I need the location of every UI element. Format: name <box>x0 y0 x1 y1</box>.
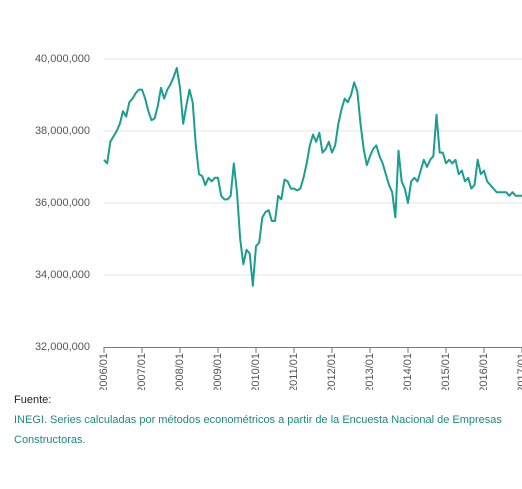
x-tick-label: 2011/01 <box>288 353 300 390</box>
x-tick-label: 2014/01 <box>402 353 414 390</box>
x-tick-label: 2012/01 <box>326 353 338 390</box>
x-tick-label: 2008/01 <box>174 353 186 390</box>
x-tick-label: 2007/01 <box>136 353 148 390</box>
x-tick-label: 2006/01 <box>98 353 110 390</box>
x-tick-label: 2013/01 <box>364 353 376 390</box>
data-line <box>103 67 522 287</box>
y-tick-label: 34,000,000 <box>35 269 90 281</box>
footer-source: INEGI. Series calculadas por métodos eco… <box>14 414 502 446</box>
y-tick-label: 40,000,000 <box>35 53 90 65</box>
x-tick-label: 2009/01 <box>212 353 224 390</box>
x-tick-label: 2010/01 <box>250 353 262 390</box>
y-tick-label: 36,000,000 <box>35 197 90 209</box>
chart: 32,000,000 34,000,000 36,000,000 38,000,000… <box>35 53 522 390</box>
x-tick-label: 2016/01 <box>478 353 490 390</box>
x-tick-label: 2015/01 <box>440 353 452 390</box>
y-tick-label: 38,000,000 <box>35 125 90 137</box>
x-tick-label: 2017/01 <box>516 353 522 390</box>
footer: Fuente: INEGI. Series calculadas por mét… <box>14 390 509 450</box>
footer-label: Fuente: <box>14 394 52 406</box>
y-tick-label: 32,000,000 <box>35 341 90 353</box>
